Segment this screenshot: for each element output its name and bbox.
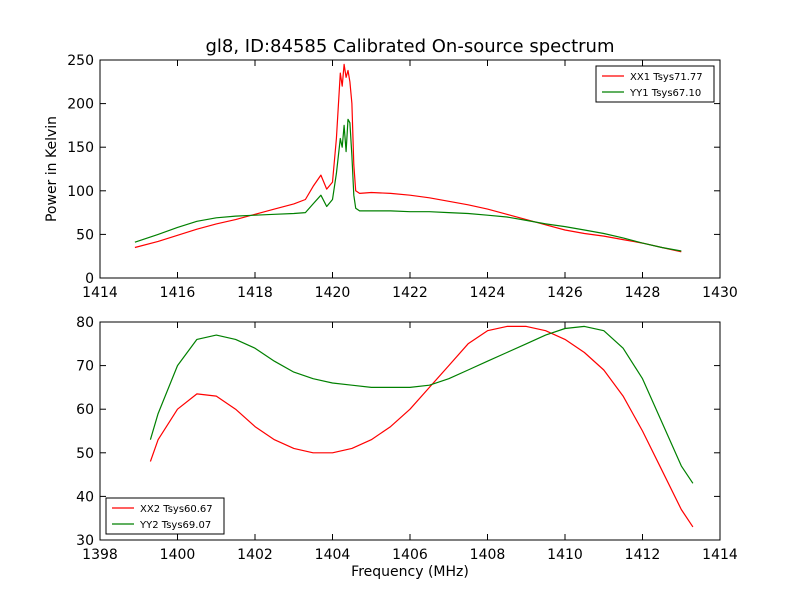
bottom-chart-series-line-1 bbox=[149, 325, 694, 528]
top-chart-x-tick-label: 1426 bbox=[547, 285, 583, 301]
bottom-chart-y-tick-label: 30 bbox=[76, 533, 94, 549]
bottom-chart-legend-label-2: YY2 Tsys69.07 bbox=[139, 520, 211, 531]
top-chart-x-tick-label: 1422 bbox=[392, 285, 428, 301]
top-chart-x-tick-label: 1430 bbox=[702, 285, 738, 301]
top-chart-x-tick-label: 1418 bbox=[237, 285, 273, 301]
bottom-chart-legend-box bbox=[105, 497, 225, 535]
bottom-chart-x-tick-label: 1406 bbox=[392, 547, 428, 563]
top-chart-legend-label-1: XX1 Tsys71.77 bbox=[630, 72, 703, 83]
bottom-chart-x-tick-label: 1402 bbox=[237, 547, 273, 563]
top-chart-y-tick-label: 100 bbox=[67, 184, 94, 200]
top-chart-x-tick-label: 1428 bbox=[625, 285, 661, 301]
bottom-chart-x-tick-label: 1412 bbox=[625, 547, 661, 563]
bottom-chart-x-tick-label: 1410 bbox=[547, 547, 583, 563]
bottom-chart-legend-label-1: XX2 Tsys60.67 bbox=[140, 504, 213, 515]
top-chart-y-tick-label: 0 bbox=[85, 271, 94, 287]
top-chart-series-line-1 bbox=[134, 63, 682, 253]
top-chart-legend-label-2: YY1 Tsys67.10 bbox=[629, 88, 701, 99]
top-chart-legend-box bbox=[595, 65, 715, 103]
bottom-chart-y-tick-label: 50 bbox=[76, 446, 94, 462]
top-chart-x-tick-label: 1424 bbox=[470, 285, 506, 301]
bottom-chart-y-tick-label: 70 bbox=[76, 359, 94, 375]
bottom-chart-series-line-2 bbox=[149, 325, 694, 484]
bottom-chart-legend: XX2 Tsys60.67 YY2 Tsys69.07 bbox=[105, 497, 225, 535]
bottom-chart-x-tick-label: 1414 bbox=[702, 547, 738, 563]
top-chart-y-axis-label: Power in Kelvin bbox=[44, 116, 60, 222]
top-chart-title: gl8, ID:84585 Calibrated On-source spect… bbox=[205, 36, 614, 57]
top-chart-y-tick-label: 200 bbox=[67, 97, 94, 113]
top-chart-x-tick-label: 1414 bbox=[82, 285, 118, 301]
top-chart-series-line-2 bbox=[134, 118, 682, 252]
top-chart-x-tick-label: 1420 bbox=[315, 285, 351, 301]
bottom-chart: Frequency (MHz) 1398 1400 1402 1404 1406 1408… bbox=[76, 315, 738, 580]
top-chart-y-tick-label: 250 bbox=[67, 53, 94, 69]
top-chart-ticks: 1414 1416 1418 1420 1422 1424 1426 1428 1430 0 50 1… bbox=[67, 53, 738, 301]
bottom-chart-x-tick-label: 1408 bbox=[470, 547, 506, 563]
top-chart-y-tick-label: 50 bbox=[76, 227, 94, 243]
top-chart-lines bbox=[134, 63, 682, 253]
bottom-chart-x-axis-label: Frequency (MHz) bbox=[351, 564, 469, 580]
bottom-chart-ticks: 1398 1400 1402 1404 1406 1408 1410 1412 1414 30 40… bbox=[76, 315, 738, 563]
top-chart-x-tick-label: 1416 bbox=[160, 285, 196, 301]
bottom-chart-x-tick-label: 1404 bbox=[315, 547, 351, 563]
bottom-chart-x-tick-label: 1398 bbox=[82, 547, 118, 563]
bottom-chart-y-tick-label: 60 bbox=[76, 402, 94, 418]
bottom-chart-x-tick-label: 1400 bbox=[160, 547, 196, 563]
top-chart-y-tick-label: 150 bbox=[67, 140, 94, 156]
bottom-chart-lines bbox=[149, 325, 694, 528]
bottom-chart-y-tick-label: 80 bbox=[76, 315, 94, 331]
top-chart: gl8, ID:84585 Calibrated On-source spect… bbox=[44, 36, 738, 301]
bottom-chart-y-tick-label: 40 bbox=[76, 489, 94, 505]
top-chart-legend: XX1 Tsys71.77 YY1 Tsys67.10 bbox=[595, 65, 715, 103]
